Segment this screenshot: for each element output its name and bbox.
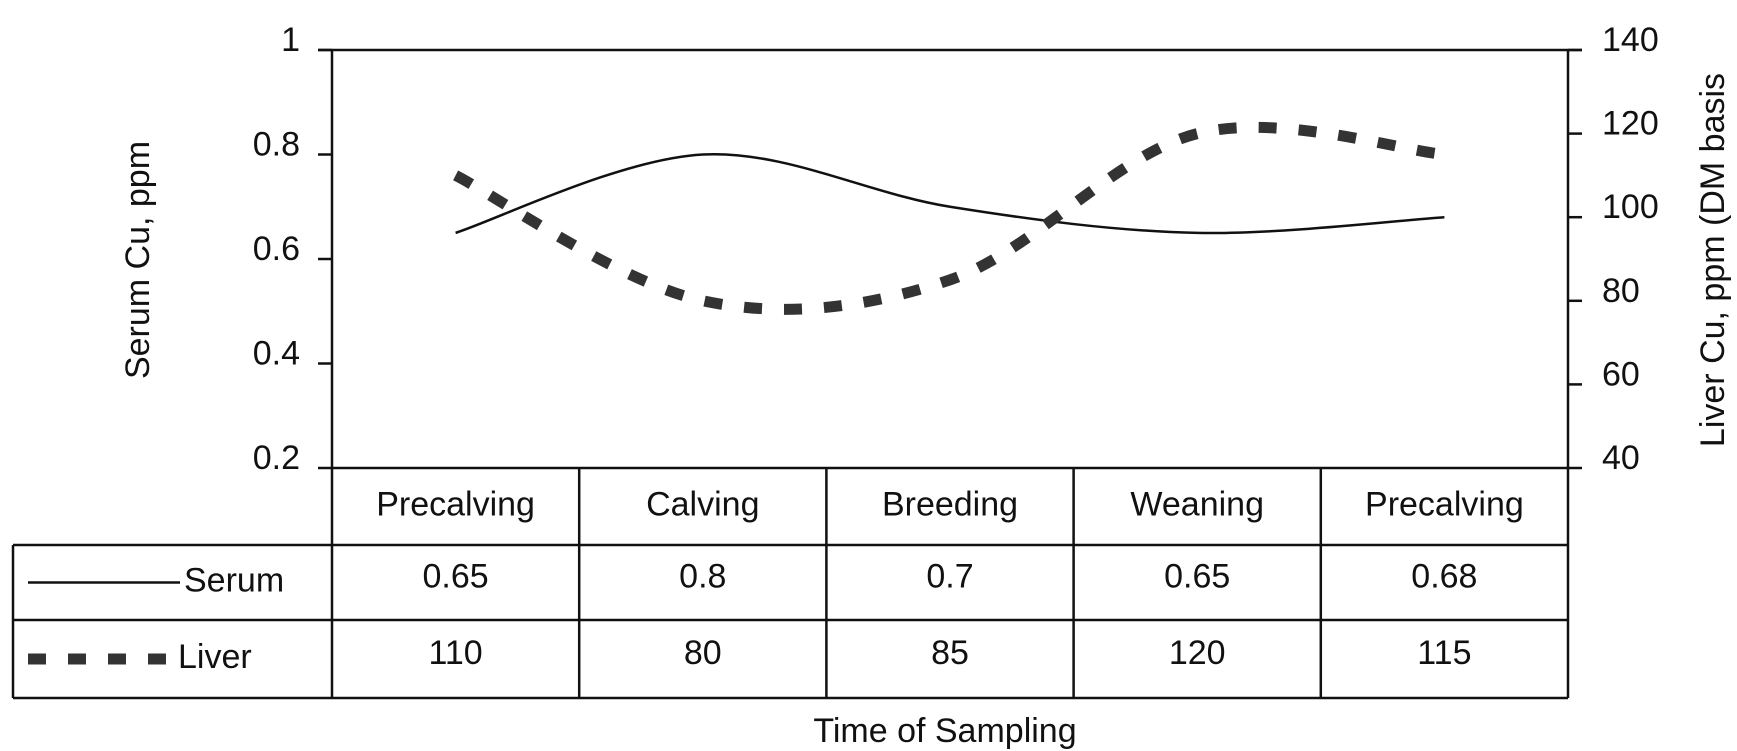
table-value: 85 <box>931 634 969 672</box>
table-value: 80 <box>684 634 722 672</box>
y2-tick-label: 60 <box>1602 355 1640 393</box>
y-tick-label: 0.6 <box>253 230 300 268</box>
y2-tick-label: 40 <box>1602 439 1640 477</box>
table-value: 120 <box>1169 634 1226 672</box>
legend-label: Liver <box>178 638 252 676</box>
table-value: 0.68 <box>1411 557 1477 595</box>
table-value: 0.8 <box>679 557 726 595</box>
y-tick-label: 0.2 <box>253 439 300 477</box>
y-axis-label: Serum Cu, ppm <box>119 141 157 379</box>
y2-axis-label: Liver Cu, ppm (DM basis <box>1694 73 1732 447</box>
x-tick-label: Weaning <box>1130 485 1264 523</box>
x-tick-label: Precalving <box>1365 485 1524 523</box>
x-tick-label: Calving <box>646 485 759 523</box>
x-axis-label: Time of Sampling <box>813 712 1076 750</box>
y-tick-label: 1 <box>281 21 300 59</box>
series-line <box>455 152 1445 235</box>
table-value: 0.65 <box>1164 557 1230 595</box>
series-line <box>453 121 1445 315</box>
y2-tick-label: 100 <box>1602 188 1659 226</box>
table-value: 0.65 <box>423 557 489 595</box>
y-tick-label: 0.8 <box>253 125 300 163</box>
x-tick-label: Breeding <box>882 485 1018 523</box>
table-value: 110 <box>428 634 482 672</box>
y2-tick-label: 120 <box>1602 105 1659 143</box>
table-value: 0.7 <box>926 557 973 595</box>
table-value: 115 <box>1417 634 1471 672</box>
y2-tick-label: 80 <box>1602 272 1640 310</box>
y2-tick-label: 140 <box>1602 21 1659 59</box>
x-tick-label: Precalving <box>376 485 535 523</box>
y-tick-label: 0.4 <box>253 334 300 372</box>
legend-label: Serum <box>184 561 284 599</box>
